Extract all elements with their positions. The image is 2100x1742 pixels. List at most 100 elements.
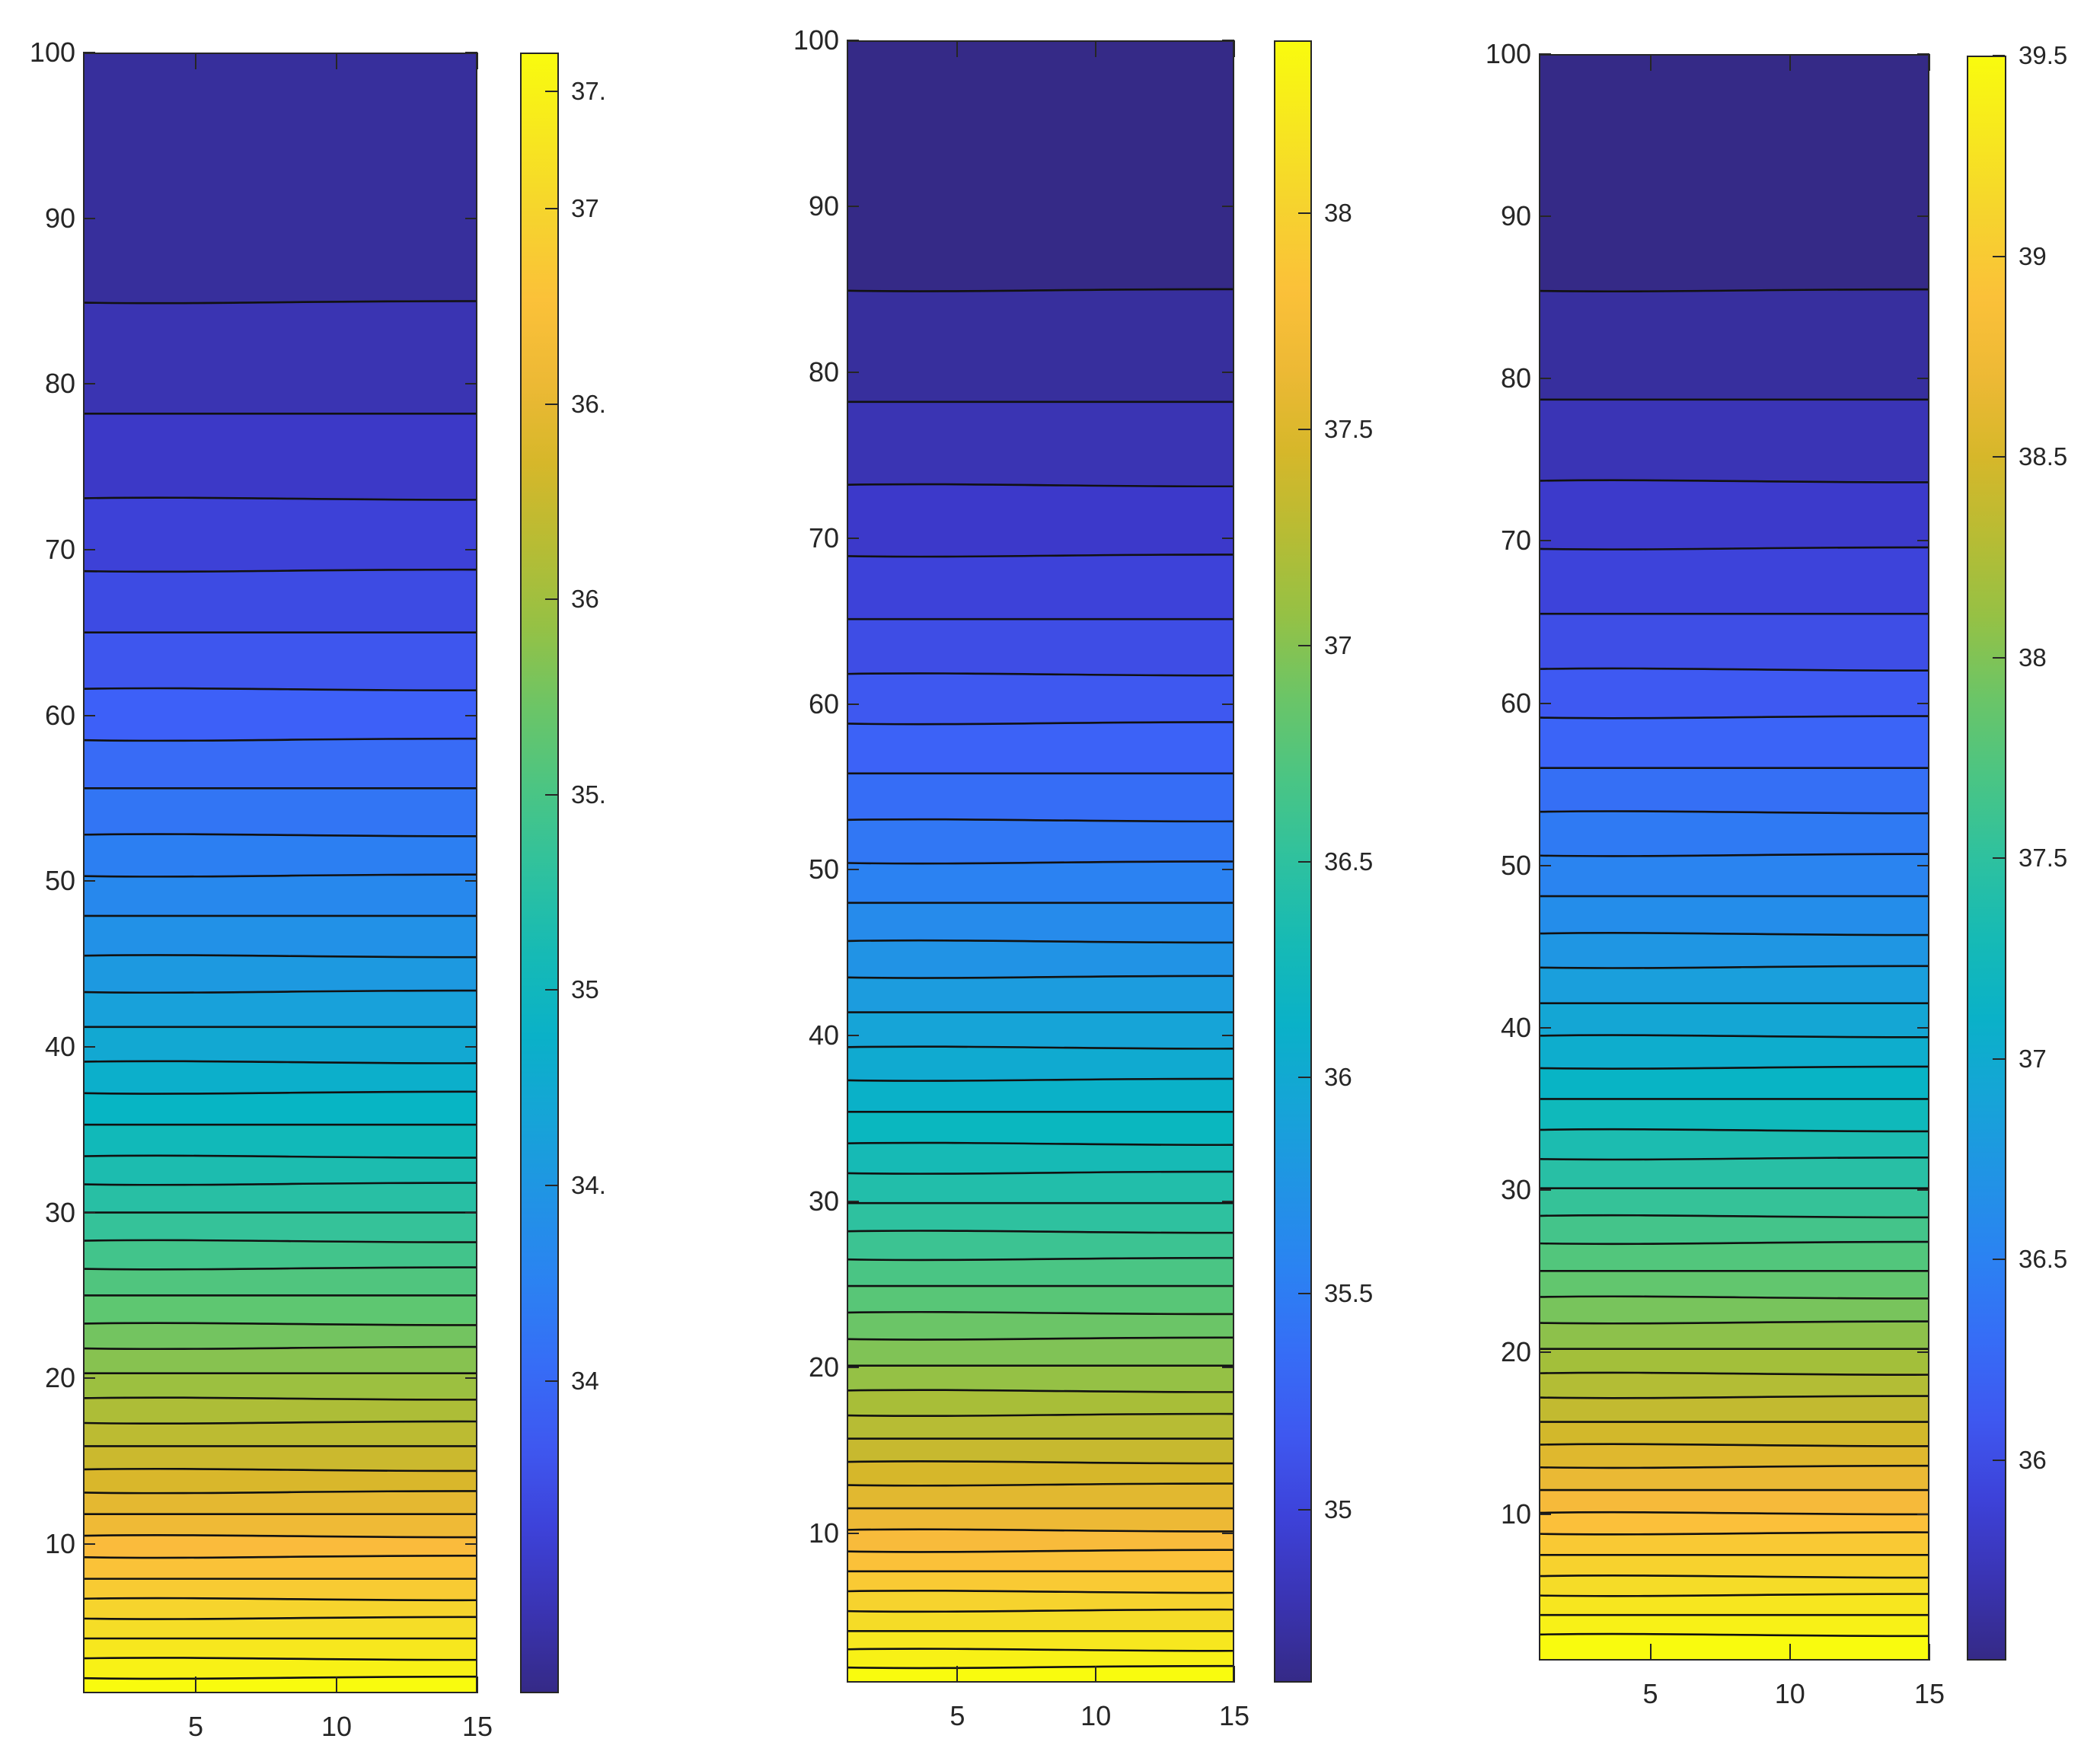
y-tick-mark-left [847,1532,859,1534]
contour-band [85,992,476,1028]
contour-band [848,1462,1233,1486]
contour-band [85,688,476,741]
contour-band [1540,717,1928,769]
contour-line [848,1336,1233,1341]
y-tick-mark-right [465,1211,477,1214]
y-tick-mark-left [847,703,859,705]
y-tick-label: 100 [29,37,75,68]
colorbar-tick [1993,1459,2005,1461]
y-tick-label: 80 [808,356,839,388]
x-tick-label: 15 [461,1711,493,1742]
y-tick-label: 30 [1500,1173,1531,1205]
contour-band [1540,1099,1928,1131]
colorbar-tick [1993,456,2005,458]
y-tick-mark-left [847,371,859,373]
contour-band [85,1658,476,1679]
contour-line [85,1675,476,1680]
y-tick-mark-left [83,52,95,53]
contour-line [1540,932,1928,936]
y-tick-label: 90 [808,190,839,222]
contour-band [848,42,1233,292]
contour-line [85,989,476,994]
contour-band [848,819,1233,863]
contour-line [1540,1034,1928,1038]
colorbar-tick-label: 38 [1324,199,1352,228]
x-tick-mark-bottom [195,1677,196,1693]
colorbar-tick-label: 35 [1324,1495,1352,1523]
y-tick-mark-right [1222,371,1234,373]
contour-line [848,1648,1233,1652]
x-tick-mark-bottom [1789,1644,1791,1661]
contour-line [85,1154,476,1159]
contour-line [1540,965,1928,969]
contour-band [848,619,1233,675]
contour-line [85,1657,476,1661]
contour-band [848,940,1233,978]
contour-axes [1539,54,1929,1661]
contour-band [85,571,476,633]
x-tick-mark-top [1234,40,1235,57]
contour-band [848,1631,1233,1650]
y-tick-mark-left [1539,1351,1551,1354]
colorbar-tick-label: 39 [2019,241,2047,270]
y-tick-mark-right [465,383,477,385]
contour-band [848,1080,1233,1112]
contour-line [848,721,1233,726]
contour-band [85,1026,476,1062]
y-tick-mark-right [1917,53,1929,55]
contour-band [1540,1512,1928,1535]
contour-line [1540,1395,1928,1399]
contour-line [1540,853,1928,857]
contour-band [1540,1595,1928,1616]
colorbar-tick [1993,1259,2005,1260]
contour-line [848,1664,1233,1670]
contour-band [848,1047,1233,1081]
contour-band [85,1514,476,1536]
contour-band [85,834,476,877]
colorbar-tick [1993,857,2005,859]
contour-line [1540,1632,1928,1638]
y-tick-mark-left [83,217,95,219]
contour-band [1540,291,1928,400]
x-tick-label: 10 [1080,1700,1112,1731]
x-tick-mark-bottom [1649,1644,1652,1661]
contour-band [85,740,476,789]
y-tick-label: 90 [1500,200,1531,232]
contour-line [848,1460,1233,1465]
y-tick-mark-left [847,1201,859,1203]
contour-line [848,860,1233,865]
y-tick-label: 70 [808,522,839,554]
contour-line [848,1256,1233,1262]
contour-band [1540,1615,1928,1635]
y-tick-mark-left [1539,540,1551,542]
contour-band [848,1551,1233,1572]
contour-line [1540,1128,1928,1133]
y-tick-mark-left [83,383,95,385]
y-tick-mark-right [1222,205,1234,207]
y-tick-label: 60 [1500,687,1531,719]
contour-line [85,1467,476,1472]
y-tick-label: 40 [1500,1011,1531,1043]
contour-band [1540,1159,1928,1189]
contour-line [848,288,1233,292]
colorbar-tick [545,208,557,210]
y-tick-mark-right [1222,1035,1234,1037]
contour-band [848,674,1233,724]
contour-line [848,1589,1233,1594]
y-tick-mark-right [465,549,477,551]
contour-band [1540,1188,1928,1217]
contour-band [848,773,1233,821]
x-tick-label: 15 [1913,1678,1945,1709]
contour-band [1540,1243,1928,1271]
colorbar-tick [1993,1058,2005,1060]
contour-band [848,902,1233,942]
y-tick-mark-left [1539,378,1551,380]
colorbar-tick-label: 36 [1324,1063,1352,1092]
x-tick-mark-top [1929,54,1930,71]
contour-band [85,1156,476,1185]
y-tick-mark-right [465,1046,477,1048]
colorbar-tick-label: 36 [571,585,599,614]
y-tick-mark-left [1539,864,1551,866]
contour-band [1540,1003,1928,1036]
y-tick-label: 50 [808,853,839,885]
